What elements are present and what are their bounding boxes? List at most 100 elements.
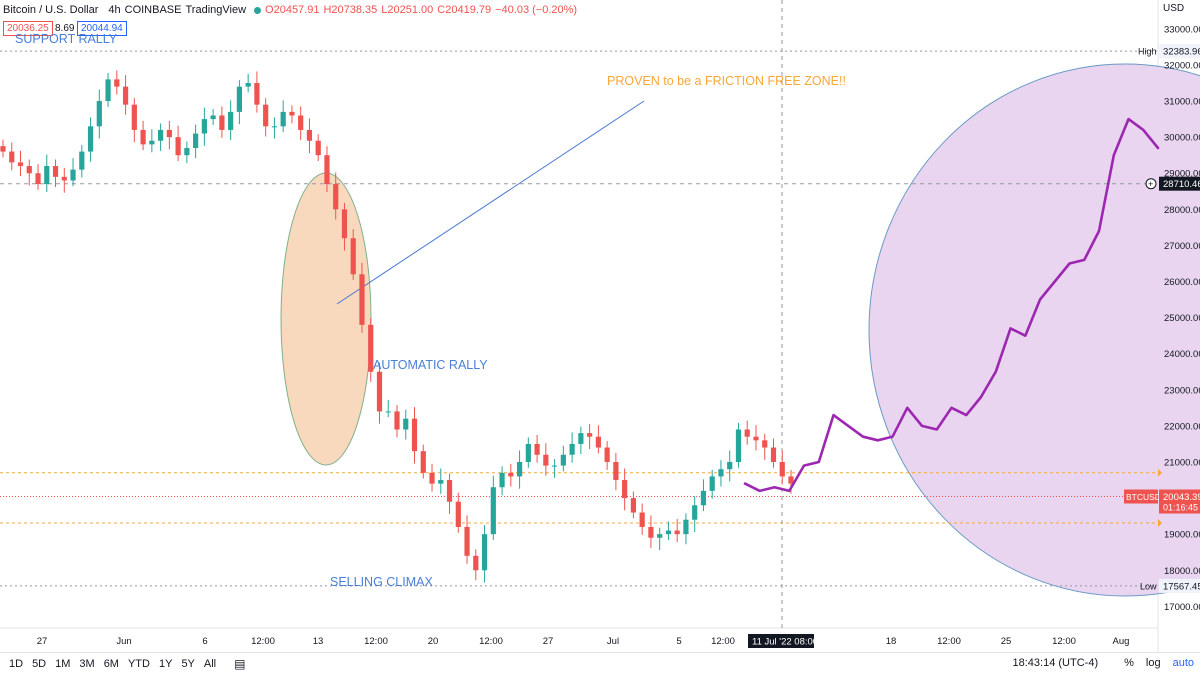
- percent-toggle[interactable]: %: [1124, 657, 1134, 669]
- candle: [674, 519, 680, 543]
- candle: [298, 106, 304, 141]
- candle: [411, 407, 418, 464]
- candle-body: [455, 501, 461, 527]
- range-button-ytd[interactable]: YTD: [127, 658, 150, 670]
- friction-free-annotation[interactable]: PROVEN to be a FRICTION FREE ZONE!!: [607, 74, 846, 88]
- candle: [35, 164, 41, 190]
- range-button-5d[interactable]: 5D: [32, 658, 47, 670]
- candle-body: [0, 146, 6, 152]
- exchange-label: COINBASE: [124, 4, 182, 16]
- buy-price-button[interactable]: 20044.94: [77, 21, 127, 36]
- candle-body: [744, 429, 750, 437]
- range-button-1m[interactable]: 1M: [55, 658, 71, 670]
- x-tick-label: 27: [543, 636, 554, 647]
- y-tick-label: 29000.00: [1164, 169, 1200, 180]
- candle-body: [79, 151, 85, 170]
- currency-label[interactable]: USD: [1163, 3, 1185, 14]
- candle-body: [385, 411, 391, 413]
- y-tick-label: 26000.00: [1164, 277, 1200, 288]
- candle-body: [578, 433, 584, 444]
- sell-price-button[interactable]: 20036.25: [3, 21, 53, 36]
- y-tick-label: 17000.00: [1164, 602, 1200, 613]
- candle: [245, 73, 251, 93]
- x-tick-label: 12:00: [711, 636, 735, 647]
- x-tick-label: Jun: [116, 636, 131, 647]
- candle-body: [709, 476, 715, 491]
- high-price-tag-bg: [1159, 44, 1200, 59]
- log-toggle[interactable]: log: [1145, 657, 1161, 669]
- y-tick-label: 24000.00: [1164, 349, 1200, 360]
- forecast-zone-circle: [868, 63, 1200, 597]
- candle-body: [122, 86, 129, 105]
- candle: [438, 468, 444, 494]
- candle: [385, 399, 391, 418]
- candle-body: [201, 119, 207, 134]
- candle-body: [166, 129, 172, 138]
- auto-toggle[interactable]: auto: [1172, 657, 1194, 669]
- symbol-name[interactable]: Bitcoin / U.S. Dollar: [3, 4, 99, 16]
- price-chart[interactable]: 17000.0018000.0019000.0020000.0021000.00…: [0, 0, 1200, 652]
- candle-body: [368, 324, 374, 372]
- candle: [613, 452, 619, 491]
- candle: [0, 139, 6, 158]
- candle: [219, 106, 225, 138]
- candle: [175, 125, 181, 161]
- automatic-rally-annotation[interactable]: AUTOMATIC RALLY: [373, 358, 488, 372]
- y-tick-label: 31000.00: [1164, 97, 1200, 108]
- candle: [228, 100, 234, 141]
- crosshair-price-tag: 28710.46: [1163, 179, 1200, 190]
- low-price-tag: 17567.45: [1163, 581, 1200, 592]
- candle-body: [140, 129, 146, 145]
- candle-body: [341, 209, 348, 239]
- candle: [744, 420, 750, 445]
- y-tick-label: 32000.00: [1164, 60, 1200, 71]
- date-range-icon[interactable]: ▤: [234, 657, 246, 671]
- last-price-bg: [1159, 489, 1200, 514]
- candle-body: [315, 140, 321, 156]
- symbol-tag-bg: [1124, 489, 1158, 504]
- candle: [376, 362, 383, 424]
- range-button-all[interactable]: All: [203, 658, 217, 670]
- x-tick-label: 18: [886, 636, 897, 647]
- candle: [9, 142, 15, 171]
- candle-body: [359, 274, 365, 325]
- candle: [263, 98, 269, 137]
- candle: [543, 443, 549, 476]
- selling-climax-annotation[interactable]: SELLING CLIMAX: [330, 575, 433, 589]
- x-tick-label: 12:00: [251, 636, 275, 647]
- candle-body: [429, 472, 435, 484]
- range-button-5y[interactable]: 5Y: [181, 658, 195, 670]
- candle: [333, 172, 339, 220]
- candle-body: [770, 447, 777, 462]
- candle: [420, 444, 426, 479]
- candle: [105, 72, 111, 107]
- candle-body: [52, 166, 59, 177]
- candle-body: [779, 461, 785, 477]
- candle-body: [9, 151, 15, 163]
- candle: [359, 262, 365, 333]
- candle: [166, 120, 172, 150]
- range-button-1d[interactable]: 1D: [9, 658, 24, 670]
- candle: [508, 463, 514, 487]
- support-rally-annotation[interactable]: SUPPORT RALLY: [15, 32, 118, 46]
- candle-body: [534, 443, 540, 455]
- ohlc-high: H20738.35: [323, 4, 378, 16]
- candle: [17, 150, 24, 177]
- candle-body: [158, 129, 164, 141]
- candle: [560, 445, 566, 472]
- candle: [779, 450, 785, 485]
- candle: [622, 468, 628, 511]
- candle: [52, 159, 59, 187]
- candle: [201, 107, 207, 146]
- candle: [122, 75, 129, 115]
- range-button-6m[interactable]: 6M: [103, 658, 119, 670]
- candle: [184, 141, 190, 164]
- symbol-tag: BTCUSD: [1126, 492, 1161, 502]
- candle-body: [298, 115, 304, 130]
- range-button-1y[interactable]: 1Y: [158, 658, 173, 670]
- range-button-3m[interactable]: 3M: [79, 658, 95, 670]
- interval-label[interactable]: 4h: [108, 4, 121, 16]
- candle: [665, 521, 672, 540]
- selling-pressure-ellipse: [280, 172, 372, 466]
